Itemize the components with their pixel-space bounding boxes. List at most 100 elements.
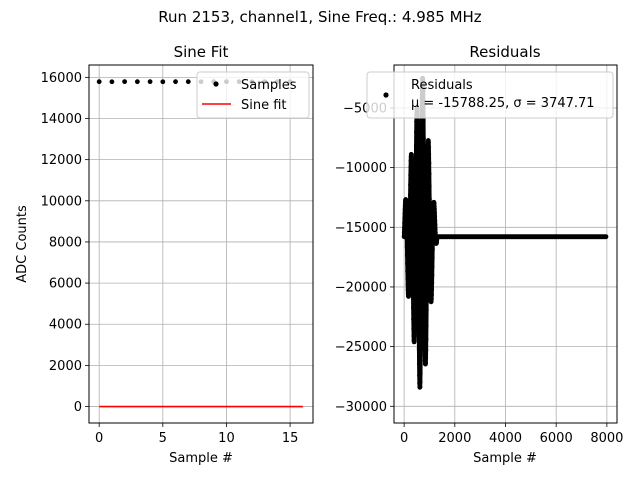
- x-tick-label: 6000: [540, 431, 573, 446]
- residual-point: [409, 176, 415, 182]
- residual-point: [416, 286, 422, 292]
- y-tick-label: 2000: [49, 359, 82, 374]
- residual-point: [424, 290, 429, 296]
- residual-point: [414, 129, 419, 135]
- residual-point: [424, 253, 430, 258]
- residual-point: [407, 240, 413, 245]
- y-tick-label: 12000: [41, 153, 82, 168]
- residual-point: [423, 323, 429, 329]
- residuals-title: Residuals: [469, 43, 540, 61]
- sample-point: [109, 79, 115, 85]
- residual-point: [408, 182, 413, 187]
- residual-point: [422, 314, 428, 320]
- y-tick-label: 16000: [41, 71, 82, 86]
- residual-point: [422, 295, 427, 301]
- y-tick-label: −15000: [335, 221, 387, 236]
- residual-point: [410, 277, 416, 283]
- residual-point: [409, 187, 415, 193]
- residual-point: [426, 171, 432, 177]
- residual-point: [421, 180, 427, 186]
- sine-fit-ylabel: ADC Counts: [15, 205, 30, 283]
- residual-point: [432, 210, 437, 215]
- residuals-panel: Residuals 0 2000 4000 6000 8000 −30000 −25000 −…: [335, 43, 624, 466]
- residual-point: [410, 246, 416, 251]
- residual-point: [410, 261, 416, 267]
- residual-point: [429, 264, 435, 270]
- residual-point: [429, 255, 435, 261]
- residual-point: [417, 379, 423, 385]
- x-tick-label: 8000: [590, 431, 623, 446]
- residual-point: [426, 196, 432, 202]
- residual-point: [404, 244, 410, 250]
- y-tick-label: −30000: [335, 400, 387, 415]
- residual-point: [415, 155, 421, 160]
- residual-point: [419, 193, 424, 199]
- residual-point: [429, 292, 434, 298]
- residual-point: [423, 336, 429, 342]
- y-tick-label: 10000: [41, 194, 82, 209]
- residual-point: [430, 247, 435, 252]
- residual-point: [407, 261, 412, 267]
- residual-point: [432, 226, 438, 232]
- x-tick-label: 5: [159, 431, 167, 446]
- residual-point: [418, 357, 423, 363]
- residual-point: [423, 360, 428, 366]
- residual-point: [409, 159, 415, 165]
- residual-point: [404, 221, 410, 226]
- residual-point: [406, 271, 412, 276]
- residual-point: [418, 247, 424, 253]
- residual-point: [416, 328, 422, 334]
- residual-point: [415, 125, 420, 131]
- residuals-legend-box: [366, 71, 614, 119]
- residual-point: [415, 138, 421, 144]
- residual-point: [409, 200, 415, 206]
- residual-point: [418, 220, 424, 226]
- y-tick-label: 8000: [49, 235, 82, 250]
- residual-point: [419, 167, 425, 172]
- residual-point: [424, 234, 430, 240]
- residuals-ticks: 0 2000 4000 6000 8000 −30000 −25000 −20000 −1500…: [335, 101, 624, 446]
- residual-point: [403, 200, 409, 206]
- y-tick-label: −25000: [335, 340, 387, 355]
- residual-point: [413, 234, 418, 240]
- residual-point: [426, 183, 432, 189]
- residual-point: [412, 326, 418, 332]
- legend-residuals-label: Residuals: [411, 78, 473, 93]
- residual-point: [404, 236, 410, 242]
- residual-point: [406, 289, 412, 295]
- residual-point: [432, 222, 438, 228]
- y-tick-label: −10000: [335, 161, 387, 176]
- figure-suptitle: Run 2153, channel1, Sine Freq.: 4.985 MH…: [158, 8, 482, 26]
- residual-point: [426, 140, 431, 145]
- residual-point: [412, 316, 418, 322]
- sine-fit-ticks: 0 5 10 15 0 2000 4000 6000 8000 10000 12000 14000 16…: [41, 71, 299, 446]
- residual-point: [410, 230, 416, 236]
- sample-point: [147, 79, 153, 85]
- legend-residuals-stats: μ = -15788.25, σ = 3747.71: [411, 96, 595, 111]
- residual-point: [407, 251, 413, 257]
- residuals-series: [400, 75, 609, 390]
- residual-point: [419, 142, 425, 148]
- sine-fit-xlabel: Sample #: [169, 451, 233, 466]
- residuals-points-group: [400, 75, 609, 390]
- sine-fit-title: Sine Fit: [174, 43, 229, 61]
- residual-point: [423, 355, 429, 361]
- residual-point: [603, 234, 609, 240]
- residual-point: [427, 210, 432, 216]
- residual-point: [412, 333, 417, 339]
- sine-fit-legend: Samples Sine fit: [196, 71, 310, 119]
- residual-point: [427, 250, 433, 256]
- legend-samples-marker: [213, 81, 219, 87]
- residuals-xlabel: Sample #: [473, 451, 537, 466]
- residual-point: [426, 151, 432, 157]
- residual-point: [413, 159, 419, 164]
- legend-residuals-marker: [383, 92, 389, 98]
- sine-fit-legend-box: [196, 71, 310, 119]
- residual-point: [415, 216, 421, 222]
- residual-point: [431, 206, 437, 212]
- legend-sine-fit-label: Sine fit: [241, 98, 287, 113]
- x-tick-label: 15: [282, 431, 299, 446]
- residual-point: [406, 285, 412, 291]
- residual-point: [429, 287, 435, 292]
